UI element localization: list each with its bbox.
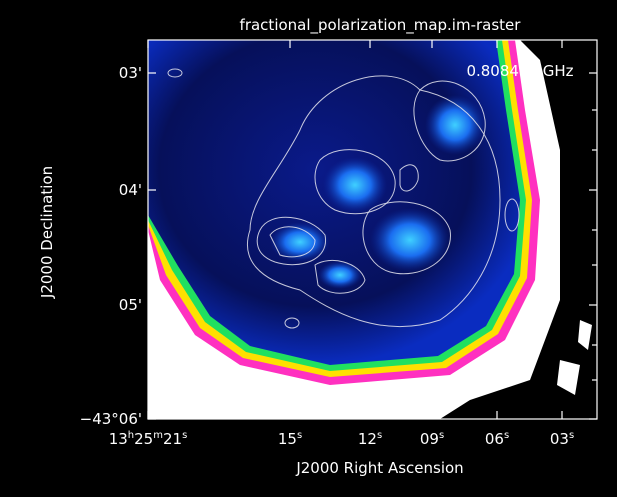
tick-label-part: h: [128, 430, 134, 441]
tick-label-part: s: [504, 430, 509, 441]
x-tick-label: 09s: [420, 430, 444, 448]
x-tick-label: 12s: [358, 430, 382, 448]
tick-label-part: 15: [278, 430, 297, 448]
tick-label-part: 03: [550, 430, 569, 448]
y-tick-label: 04': [119, 181, 142, 199]
x-tick-label: 15s: [278, 430, 302, 448]
tick-label-part: 12: [358, 430, 377, 448]
x-axis-label: J2000 Right Ascension: [295, 459, 463, 477]
tick-label-part: s: [377, 430, 382, 441]
y-axis-label: J2000 Declination: [38, 166, 56, 299]
tick-label-part: s: [297, 430, 302, 441]
tick-label-part: 06: [485, 430, 504, 448]
y-tick-label: 03': [119, 64, 142, 82]
ticks: [147, 40, 597, 420]
tick-label-part: 25: [134, 430, 153, 448]
frequency-label: 0.808491 GHz: [466, 62, 573, 80]
tick-label-part: 21: [163, 430, 182, 448]
tick-label-part: s: [182, 430, 187, 441]
x-tick-label: 13h25m21s: [109, 430, 188, 448]
tick-label-part: 13: [109, 430, 128, 448]
tick-label-part: s: [439, 430, 444, 441]
title: fractional_polarization_map.im-raster: [240, 16, 522, 35]
tick-label-part: s: [569, 430, 574, 441]
tick-label-part: m: [153, 430, 163, 441]
x-tick-label: 03s: [550, 430, 574, 448]
tick-label-part: 09: [420, 430, 439, 448]
x-tick-label: 06s: [485, 430, 509, 448]
image-raster: [148, 40, 597, 419]
y-tick-label: −43°06': [80, 410, 142, 428]
y-tick-label: 05': [119, 296, 142, 314]
